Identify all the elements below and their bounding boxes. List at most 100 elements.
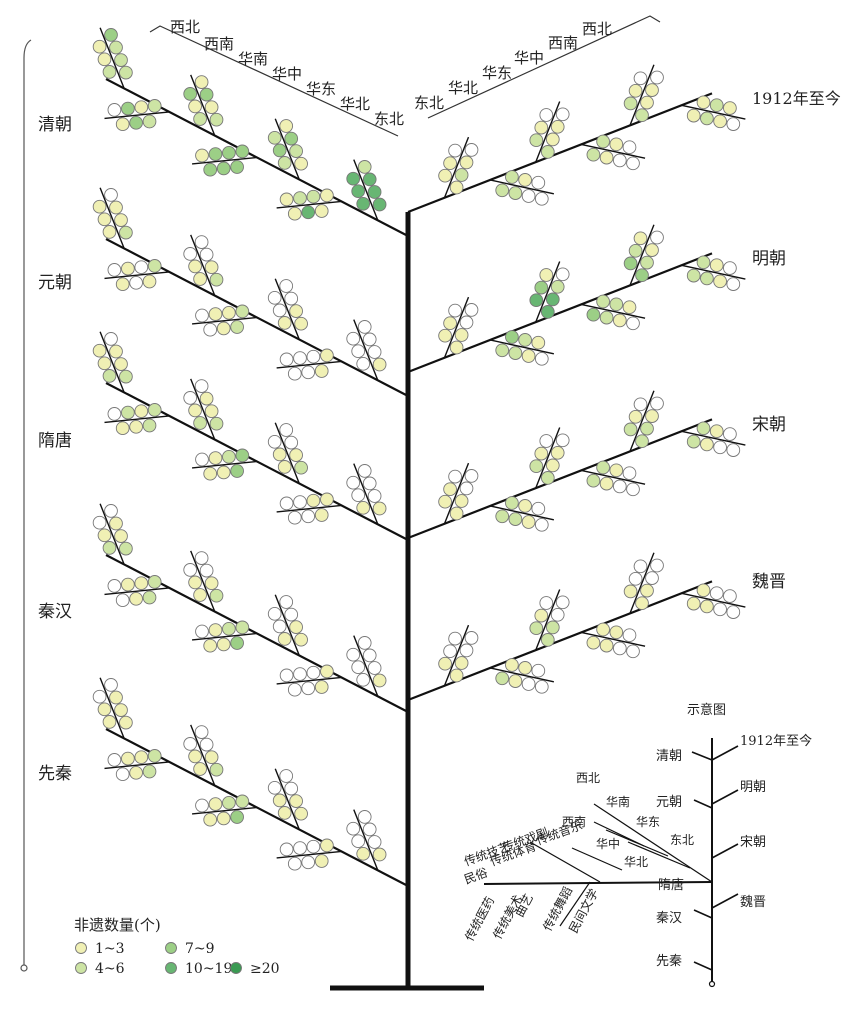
branch-4-region-0-node-3 — [97, 702, 112, 717]
branch-0-region-4-twig — [274, 118, 300, 180]
branch-6-region-2-node-4 — [550, 279, 565, 294]
branch-2-region-4-twig — [274, 422, 300, 484]
top-region-left-0: 西北 — [170, 18, 200, 36]
period-labels-left: 清朝 元朝 隋唐 秦汉 先秦 — [38, 115, 72, 784]
branch-2-region-0-node-2 — [114, 357, 128, 371]
branch-5-region-2-node-6 — [555, 107, 570, 122]
branch-5-region-4-node-0 — [635, 108, 649, 123]
branch-4-region-1-node-3 — [129, 765, 143, 780]
legend-label-10: 10~19 — [185, 961, 232, 977]
branch-5-region-3-twig — [581, 143, 646, 159]
branch-5-region-2-node-2 — [545, 132, 560, 147]
branch-4-region-5-node-6 — [279, 842, 294, 857]
branch-4-region-4-node-2 — [289, 794, 303, 808]
branch-4-region-4-node-5 — [267, 780, 282, 795]
branch-7-region-0-twig — [443, 462, 470, 525]
branch-1-region-2-node-2 — [204, 260, 219, 275]
branch-6-region-1-node-1 — [505, 330, 519, 344]
branch-7-region-4-node-2 — [640, 421, 654, 436]
branch-4-region-2-node-0 — [209, 762, 224, 777]
branch-5-region-3-node-0 — [586, 147, 601, 162]
branch-0-region-5-node-5 — [287, 206, 302, 221]
branch-0-region-6-node-3 — [351, 184, 366, 199]
branch-1-region-2-node-6 — [194, 235, 209, 249]
branch-2-region-2-node-1 — [193, 416, 207, 430]
top-region-right-3: 华中 — [514, 49, 544, 67]
branch-1-region-0-node-1 — [102, 225, 117, 239]
branch-1-region-3-node-0 — [235, 304, 250, 319]
branch-8-region-4-node-6 — [650, 558, 664, 573]
branch-5-region-5-node-3 — [709, 98, 724, 113]
branch-8-region-0-node-0 — [449, 668, 464, 683]
schematic-region-huabei: 华北 — [624, 855, 648, 869]
branch-1-region-1-twig — [104, 271, 170, 280]
branch-7-region-3-node-0 — [586, 473, 601, 488]
branch-6-region-3-node-5 — [622, 300, 637, 315]
branch-8-region-0-node-1 — [438, 656, 452, 671]
branch-3-region-3-twig — [192, 632, 258, 641]
branch-2-region-3-node-1 — [230, 464, 244, 478]
branch-8-region-5-node-5 — [723, 589, 737, 603]
branch-8-region-5-node-1 — [696, 583, 711, 598]
branch-7-region-3-node-1 — [596, 460, 610, 475]
branch-4-region-4-node-4 — [284, 781, 299, 796]
branch-5-region-0-node-2 — [454, 168, 469, 182]
branch-8-region-4-node-0 — [635, 596, 649, 611]
branch-0-region-4-node-4 — [284, 131, 299, 146]
branch-5-region-0-twig — [443, 136, 470, 199]
branch-4-region-6-twig — [353, 809, 379, 871]
branch-6-region-5-node-4 — [713, 274, 727, 289]
period-label-ming: 明朝 — [752, 249, 786, 269]
branch-1-region-4-twig — [274, 278, 300, 340]
branch-3-region-1-node-4 — [121, 577, 135, 592]
branch-6-region-0-twig — [443, 296, 470, 359]
branch-3-region-2-node-6 — [194, 551, 209, 565]
branch-7-region-1-node-0 — [495, 509, 510, 524]
branch-3-region-4-node-0 — [294, 632, 308, 647]
branch-6-region-5-twig — [681, 264, 746, 280]
branch-1-region-0-node-0 — [119, 225, 133, 240]
period-label-suitang: 隋唐 — [38, 430, 72, 451]
branch-1-region-2-node-1 — [193, 272, 207, 286]
branch-2-region-0-twig — [99, 331, 125, 393]
branch-2-region-4-node-6 — [279, 423, 294, 437]
branch-4-region-6-node-2 — [367, 835, 382, 849]
branch-5-region-1-node-4 — [521, 189, 536, 203]
branch-4-region-6-node-0 — [372, 847, 387, 862]
branch-5-region-4-node-1 — [623, 96, 638, 111]
top-region-right-2: 华东 — [482, 64, 512, 82]
branch-1-region-1-node-5 — [115, 277, 130, 292]
branch-0-region-4-node-2 — [289, 144, 303, 158]
branch-6-region-0-node-2 — [454, 328, 469, 342]
branch-0-region-0-node-0 — [119, 65, 133, 80]
branch-0-region-2-twig — [190, 74, 216, 136]
branch-5-region-4-twig — [629, 64, 655, 126]
branch-0-region-5-node-2 — [306, 189, 321, 204]
branch-2-region-6-node-3 — [351, 488, 366, 503]
branch-2-region-2-node-6 — [194, 379, 209, 393]
branch-8-region-4-twig — [629, 552, 655, 614]
branch-1-region-6-node-6 — [357, 320, 372, 334]
branch-1-region-0-node-4 — [109, 200, 123, 215]
branch-8-region-2-node-6 — [555, 595, 570, 610]
branch-5-region-5-node-4 — [713, 114, 727, 129]
branch-3-region-2-node-0 — [209, 588, 224, 603]
branch-5-region-2-twig — [535, 101, 561, 163]
branch-8-region-0-twig — [443, 624, 470, 687]
branch-8-region-3-node-5 — [622, 628, 637, 643]
branch-6-region-3-twig — [581, 303, 646, 319]
schematic-left-suitang: 隋唐 — [658, 877, 684, 893]
branch-4-region-0-node-5 — [92, 689, 107, 704]
region-guide-left — [149, 25, 399, 137]
legend-label-4: 4~6 — [95, 961, 125, 977]
branch-3-region-4-node-5 — [267, 606, 282, 621]
branch-2-region-5-node-2 — [306, 493, 321, 508]
branch-5-region-0-node-4 — [459, 155, 474, 170]
branch-4-region-5-node-3 — [301, 855, 316, 870]
branch-7-region-3-node-4 — [612, 479, 627, 494]
branch-3-region-4-twig — [274, 594, 300, 656]
branch-1-region-5-node-4 — [293, 351, 307, 365]
branch-3-region-6-node-0 — [372, 673, 387, 688]
branch-1-region-5-node-1 — [314, 364, 329, 378]
branch-7-region-2-twig — [535, 427, 561, 489]
